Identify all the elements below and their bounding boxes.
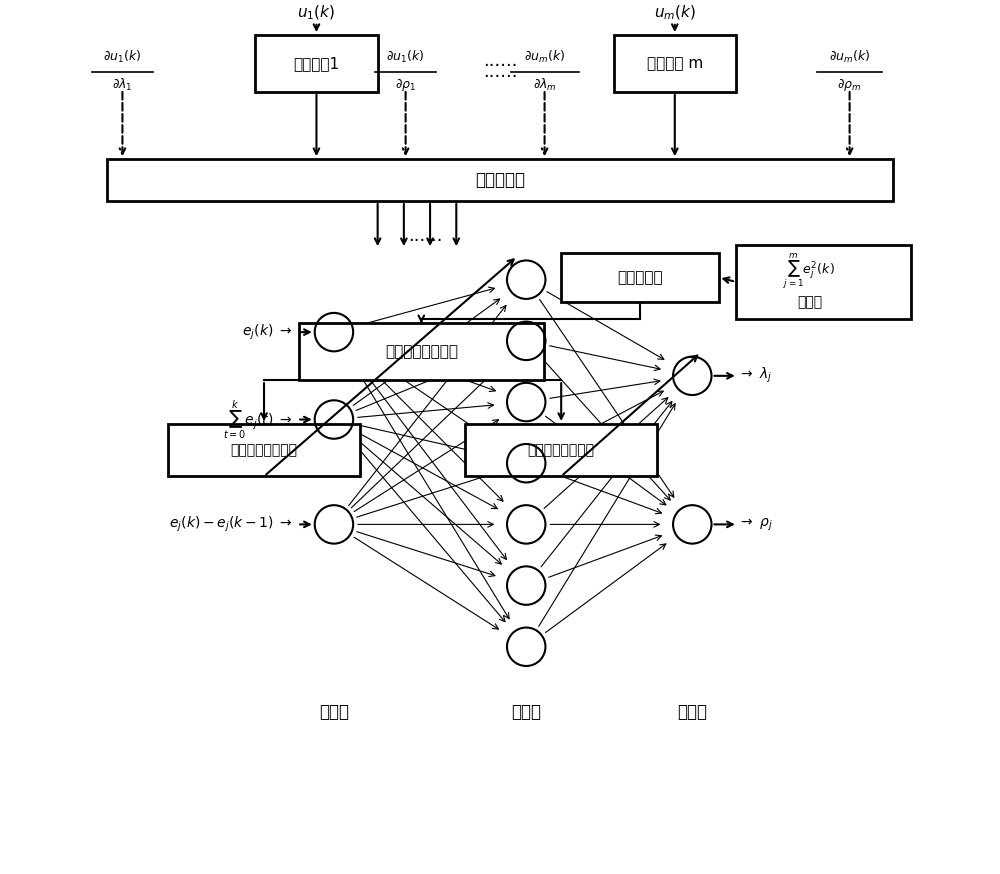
Text: 隐含层: 隐含层	[511, 704, 541, 721]
Text: 系统误差反向传播: 系统误差反向传播	[385, 344, 458, 359]
Text: $e_j(k)-e_j(k-1)$ $\rightarrow$: $e_j(k)-e_j(k-1)$ $\rightarrow$	[169, 515, 293, 534]
FancyBboxPatch shape	[614, 35, 736, 92]
Text: 梯度信息集: 梯度信息集	[475, 171, 525, 189]
Text: $\partial \rho_1$: $\partial \rho_1$	[395, 77, 416, 93]
FancyBboxPatch shape	[299, 323, 544, 380]
Text: $\partial u_m(k)$: $\partial u_m(k)$	[524, 49, 565, 65]
Text: 输入层: 输入层	[319, 704, 349, 721]
FancyBboxPatch shape	[255, 35, 378, 92]
Text: $\rightarrow$ $\lambda_j$: $\rightarrow$ $\lambda_j$	[738, 366, 772, 385]
Text: $u_1(k)$: $u_1(k)$	[297, 3, 336, 23]
Text: ......: ......	[408, 227, 443, 245]
Text: $\partial \rho_m$: $\partial \rho_m$	[837, 77, 862, 93]
Text: 梯度信息1: 梯度信息1	[293, 56, 340, 71]
Text: 更新隐含层权系数: 更新隐含层权系数	[231, 443, 298, 457]
Text: $e_j(k)$ $\rightarrow$: $e_j(k)$ $\rightarrow$	[242, 323, 293, 342]
Text: $u_m(k)$: $u_m(k)$	[654, 3, 696, 23]
FancyBboxPatch shape	[107, 159, 893, 201]
Text: 更新输出层权系数: 更新输出层权系数	[528, 443, 595, 457]
Text: $\partial u_1(k)$: $\partial u_1(k)$	[103, 49, 142, 65]
Text: $\sum_{j=1}^{m} e_j^2(k)$: $\sum_{j=1}^{m} e_j^2(k)$	[783, 251, 835, 290]
Text: $\partial \lambda_1$: $\partial \lambda_1$	[112, 77, 133, 93]
Text: $\sum_{t=0}^{k} e_j(t)$ $\rightarrow$: $\sum_{t=0}^{k} e_j(t)$ $\rightarrow$	[223, 399, 293, 440]
FancyBboxPatch shape	[561, 253, 718, 302]
Text: ......: ......	[483, 52, 517, 70]
Text: 梯度下降法: 梯度下降法	[617, 270, 663, 285]
Text: 最小化: 最小化	[797, 295, 822, 309]
Text: 梯度信息 m: 梯度信息 m	[647, 56, 703, 71]
Text: $\partial \lambda_m$: $\partial \lambda_m$	[533, 77, 556, 93]
FancyBboxPatch shape	[168, 424, 360, 476]
Text: $\partial u_m(k)$: $\partial u_m(k)$	[829, 49, 870, 65]
Text: ......: ......	[483, 63, 517, 80]
FancyBboxPatch shape	[736, 245, 911, 319]
Text: $\rightarrow$ $\rho_j$: $\rightarrow$ $\rho_j$	[738, 517, 773, 532]
Text: $\partial u_1(k)$: $\partial u_1(k)$	[386, 49, 425, 65]
FancyBboxPatch shape	[465, 424, 657, 476]
Text: 输出层: 输出层	[677, 704, 707, 721]
